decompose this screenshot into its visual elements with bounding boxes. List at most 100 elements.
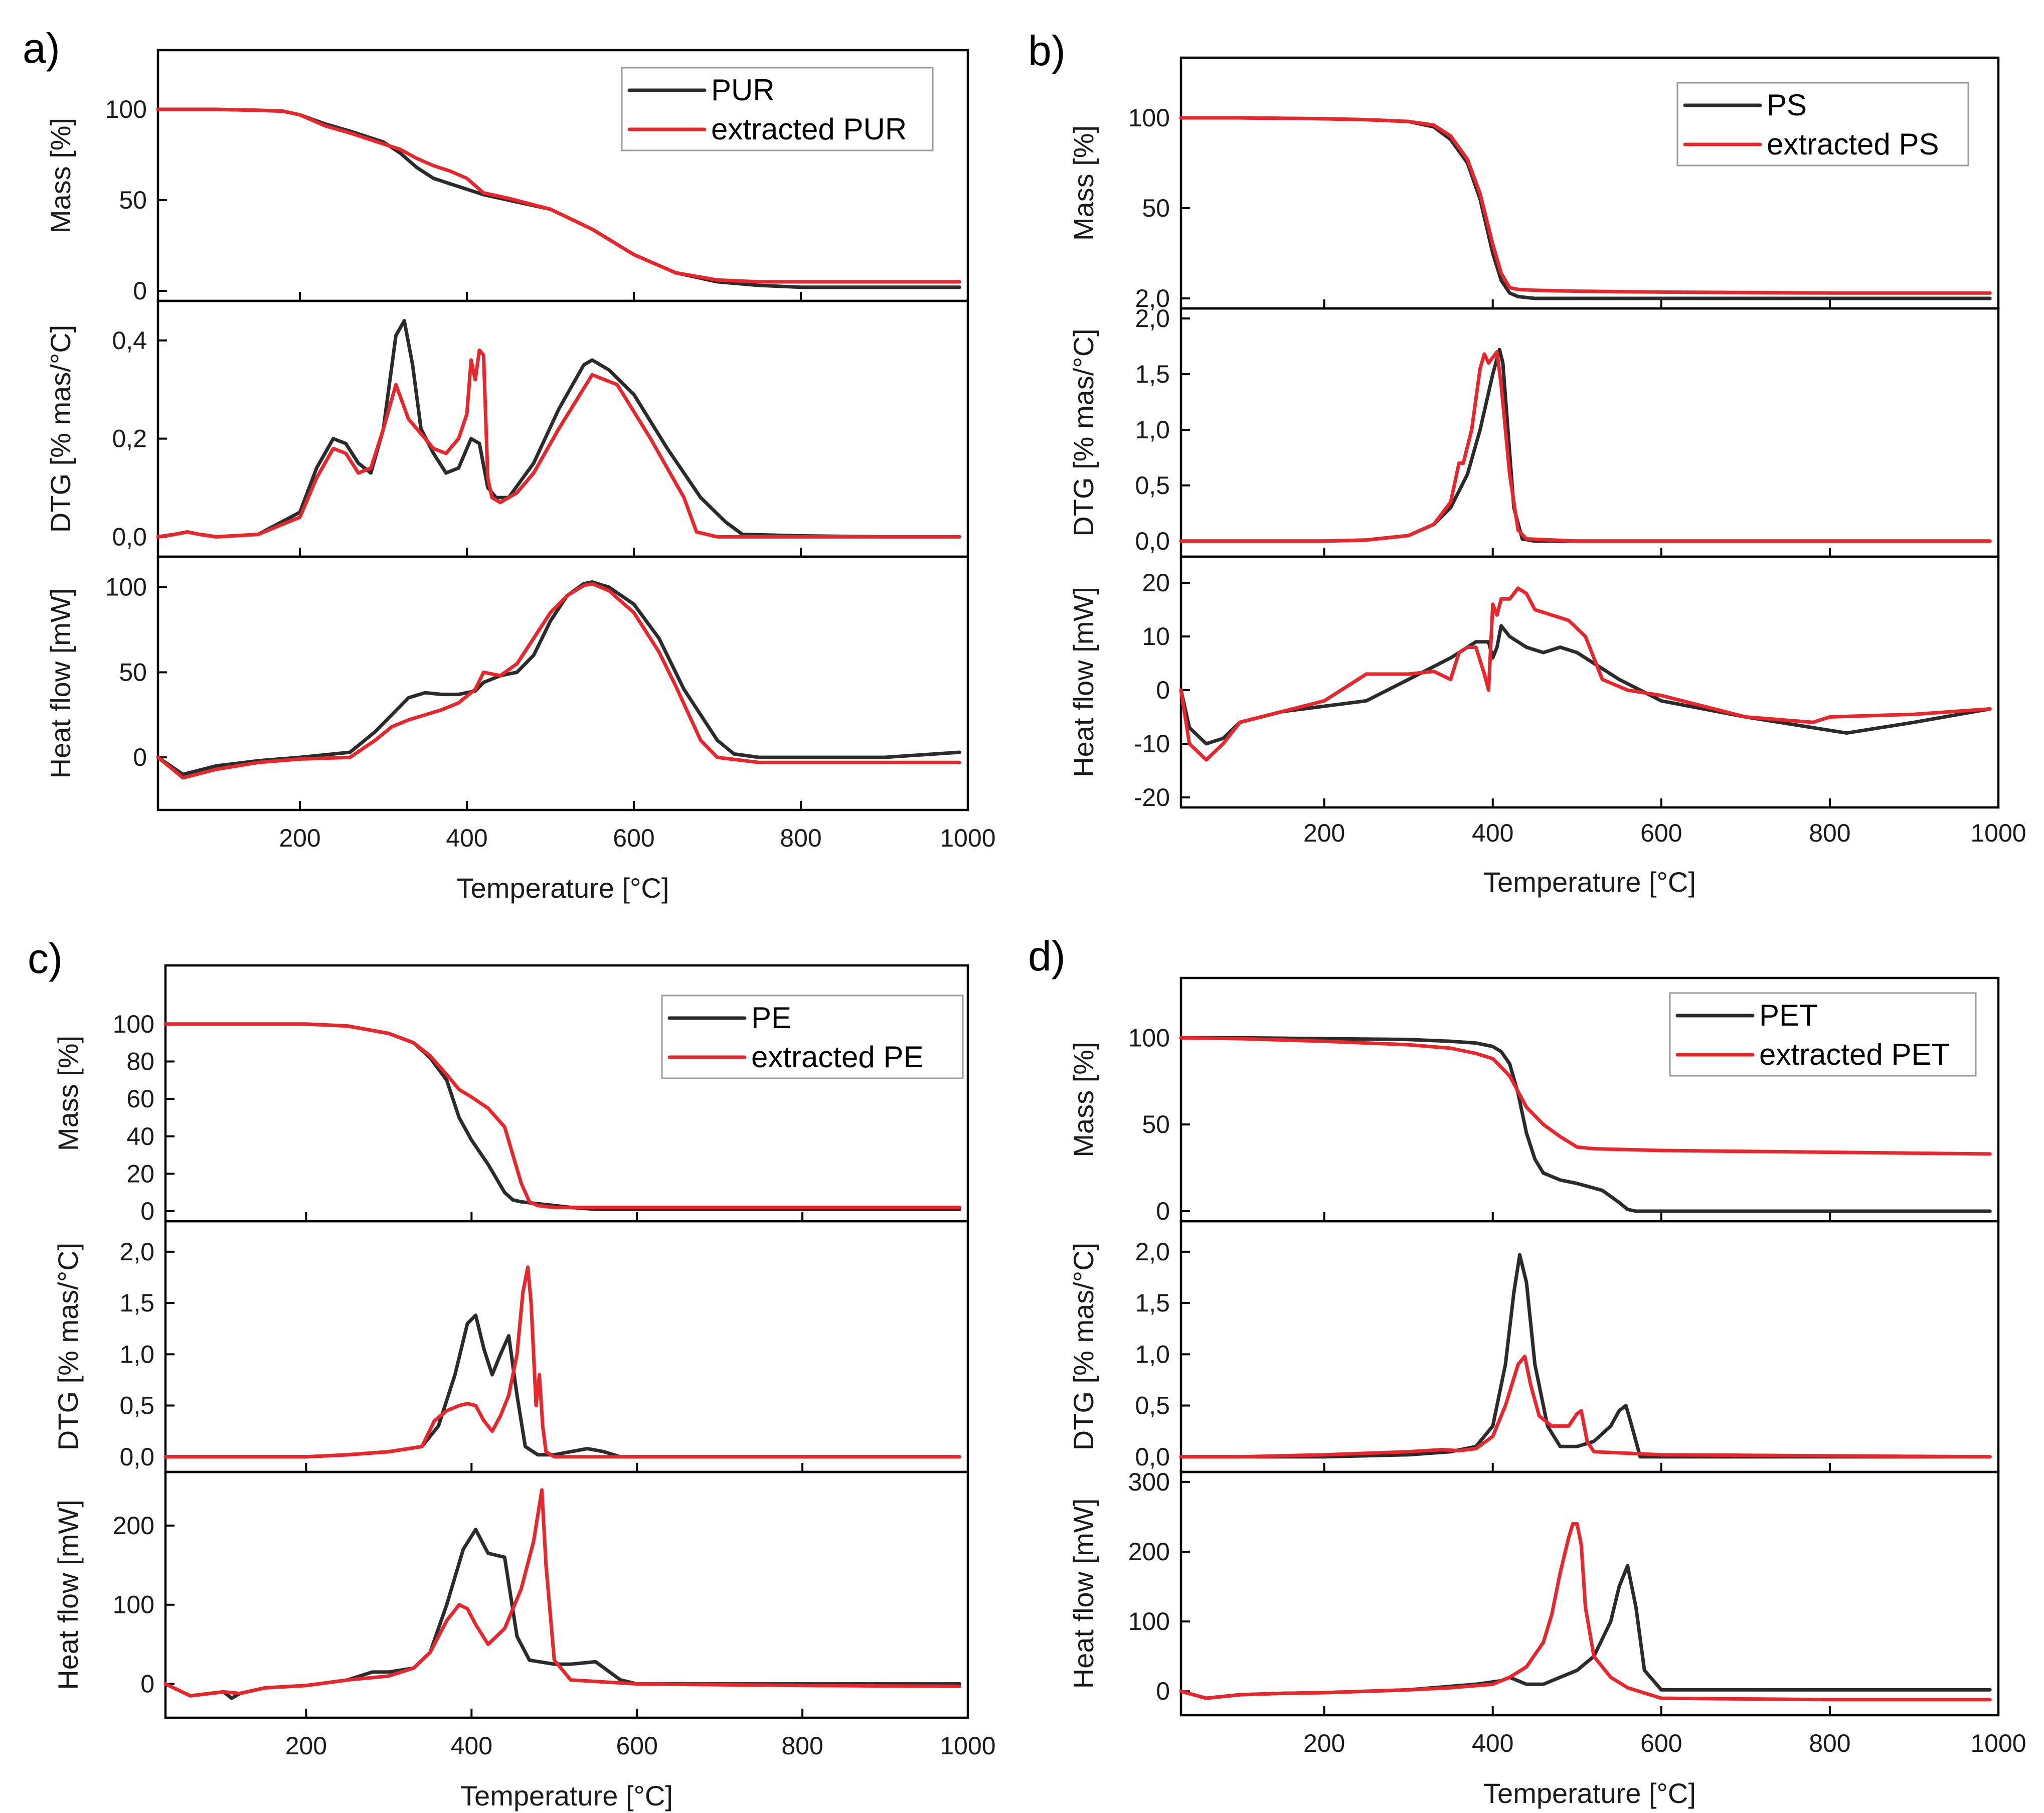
y-axis-label: Heat flow [mW] — [45, 588, 76, 779]
subplot-heat: 0 50 100 Heat flow [mW] — [45, 555, 969, 811]
x-axis-label: Temperature [°C] — [1483, 866, 1696, 898]
y-tick-label: 0,0 — [119, 1443, 154, 1471]
plot-frame — [156, 555, 969, 811]
series-line-ps — [1179, 348, 1992, 543]
series-line-ps — [1179, 624, 1992, 746]
series-line-pet — [1179, 1253, 1992, 1459]
subplot-dtg: 0,0 0,5 1,0 1,5 2,0 DTG [% mas/°C] — [1068, 1220, 2000, 1473]
x-tick-label: 200 — [279, 824, 320, 852]
y-tick-label: 2,0 — [1135, 284, 1170, 312]
series-line-extracted-ps — [1179, 350, 1992, 543]
series-line-extracted-pe — [163, 1022, 961, 1209]
y-tick-label: 2,0 — [1135, 1238, 1170, 1266]
y-tick-label: 100 — [1128, 1024, 1170, 1052]
panel-d: d) 0 50 100 Mass [%] 0,0 0,5 1,0 1,5 2,0 DTG [% ma… — [1028, 932, 2026, 1809]
y-tick-label: 40 — [126, 1122, 154, 1150]
panel-label: b) — [1028, 27, 1066, 74]
y-tick-label: 0,0 — [112, 523, 147, 551]
y-axis-label: Mass [%] — [1068, 125, 1099, 241]
y-tick-label: 10 — [1142, 622, 1170, 650]
y-axis-label: Heat flow [mW] — [1068, 587, 1099, 777]
legend-entry: PUR — [711, 73, 775, 107]
y-tick-label: 100 — [105, 573, 147, 601]
y-tick-label: 0,5 — [1135, 471, 1170, 500]
y-axis-label: Heat flow [mW] — [52, 1500, 84, 1690]
series-line-extracted-pur — [156, 582, 961, 780]
y-tick-label: 2,0 — [119, 1238, 154, 1266]
plot-frame — [156, 299, 969, 558]
y-tick-label: 200 — [113, 1512, 154, 1540]
y-axis-label: Mass [%] — [45, 118, 76, 233]
panel-label: a) — [23, 25, 60, 72]
legend: PE extracted PE — [661, 995, 964, 1079]
series-line-extracted-ps — [1179, 586, 1992, 762]
legend-box — [661, 995, 964, 1079]
legend-entry: PS — [1767, 88, 1807, 122]
legend: PET extracted PET — [1669, 992, 1977, 1077]
y-tick-label: -10 — [1134, 730, 1170, 758]
x-tick-label: 1000 — [940, 1732, 995, 1760]
y-tick-label: 0 — [140, 1197, 154, 1225]
y-tick-label: 50 — [119, 658, 147, 686]
y-tick-label: 1,5 — [119, 1289, 154, 1317]
x-tick-label: 600 — [613, 824, 654, 852]
x-axis-label: Temperature [°C] — [460, 1780, 673, 1811]
legend: PUR extracted PUR — [621, 67, 934, 151]
x-tick-label: 400 — [1472, 1729, 1513, 1757]
y-axis-label: Mass [%] — [1068, 1042, 1099, 1157]
y-tick-label: 0 — [133, 277, 147, 305]
y-tick-label: 0 — [140, 1670, 154, 1698]
x-tick-label: 600 — [616, 1732, 657, 1760]
plot-frame — [1179, 1220, 2000, 1473]
y-tick-label: 0 — [1156, 1197, 1170, 1225]
series-line-extracted-pe — [163, 1488, 961, 1698]
x-tick-label: 800 — [781, 1732, 823, 1760]
legend-entry: extracted PET — [1759, 1038, 1950, 1071]
y-tick-label: 1,5 — [1135, 1289, 1170, 1317]
plot-frame — [164, 1220, 969, 1473]
series-line-pe — [163, 1528, 961, 1700]
y-tick-label: 0,0 — [1135, 1443, 1170, 1471]
y-tick-label: 100 — [113, 1010, 154, 1038]
y-tick-label: 20 — [126, 1160, 154, 1188]
x-tick-label: 400 — [446, 824, 487, 852]
x-tick-label: 800 — [1809, 819, 1850, 847]
legend-box — [1669, 992, 1977, 1077]
x-tick-label: 800 — [1809, 1729, 1850, 1757]
panel-label: c) — [28, 935, 63, 982]
subplot-dtg: 0,0 0,2 0,4 DTG [% mas/°C] — [45, 299, 969, 558]
y-tick-label: 0,5 — [119, 1392, 154, 1420]
x-tick-label: 200 — [1303, 819, 1345, 847]
y-tick-label: 300 — [1128, 1468, 1170, 1496]
series-line-extracted-pur — [156, 348, 961, 539]
subplot-dtg: 0,0 0,5 1,0 1,5 2,0 DTG [% mas/°C] — [52, 1220, 969, 1473]
legend-entry: extracted PS — [1767, 127, 1939, 161]
plot-frame — [1179, 307, 2000, 558]
series-line-pet — [1179, 1036, 1992, 1213]
series-line-extracted-pet — [1179, 1522, 1992, 1702]
y-tick-label: 0,5 — [1135, 1392, 1170, 1420]
x-tick-label: 400 — [1472, 819, 1513, 847]
series-line-extracted-pet — [1179, 1354, 1992, 1459]
y-tick-label: 0 — [1156, 676, 1170, 704]
x-tick-label: 1000 — [1970, 1729, 2026, 1757]
y-tick-label: 200 — [1128, 1538, 1170, 1566]
legend-box — [1676, 82, 1969, 167]
y-tick-label: 100 — [113, 1591, 154, 1619]
y-axis-label: Heat flow [mW] — [1068, 1499, 1099, 1689]
x-tick-label: 600 — [1640, 819, 1682, 847]
y-axis-label: Mass [%] — [52, 1036, 84, 1151]
y-axis-label: DTG [% mas/°C] — [45, 325, 76, 533]
series-line-pur — [156, 580, 961, 776]
subplot-heat: 0 100 200 Heat flow [mW] — [52, 1470, 969, 1719]
series-line-extracted-ps — [1179, 116, 1992, 295]
y-tick-label: 0 — [133, 743, 147, 771]
x-tick-label: 1000 — [940, 824, 995, 852]
y-tick-label: 1,0 — [119, 1340, 154, 1368]
y-tick-label: 1,0 — [1135, 1340, 1170, 1368]
y-axis-label: DTG [% mas/°C] — [1068, 328, 1099, 536]
x-tick-label: 600 — [1640, 1729, 1682, 1757]
y-tick-label: 60 — [126, 1085, 154, 1113]
y-tick-label: 0,0 — [1135, 527, 1170, 555]
